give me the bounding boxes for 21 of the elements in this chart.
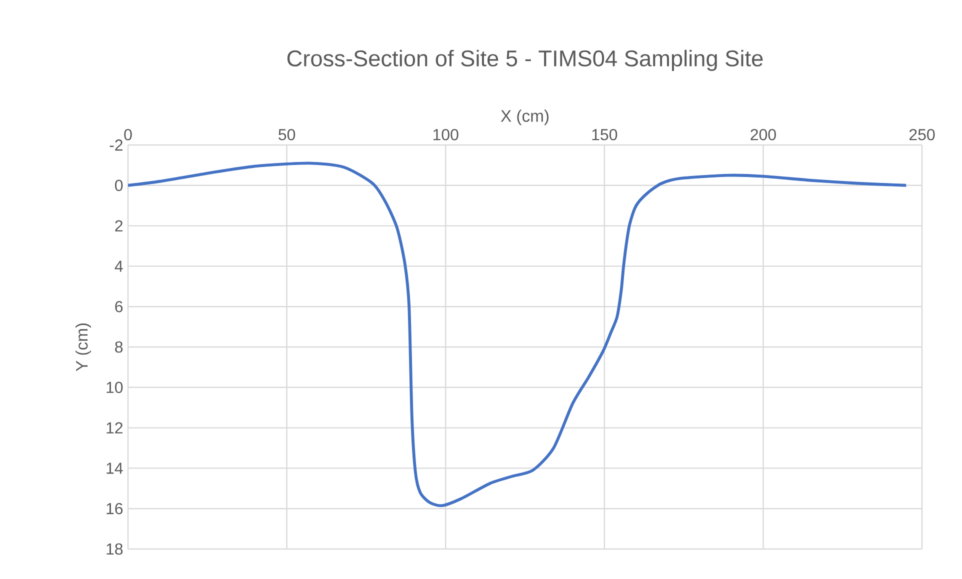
x-axis-title: X (cm) bbox=[500, 110, 548, 126]
y-tick-label: 0 bbox=[115, 180, 123, 192]
y-tick-label: 18 bbox=[106, 543, 123, 555]
y-tick-label: 6 bbox=[115, 300, 123, 312]
y-tick-label: 8 bbox=[115, 341, 123, 353]
line-series bbox=[128, 162, 908, 508]
y-axis-title: Y (cm) bbox=[75, 324, 92, 372]
y-tick-label: 4 bbox=[114, 260, 123, 272]
y-tick-label: 16 bbox=[106, 502, 123, 514]
y-tick-label: -2 bbox=[110, 139, 122, 151]
y-tick-label: 2 bbox=[115, 220, 122, 232]
x-tick-label: 150 bbox=[592, 128, 618, 140]
x-tick-label: 200 bbox=[750, 128, 776, 140]
x-tick-label: 0 bbox=[124, 128, 132, 140]
y-tick-label: 10 bbox=[106, 382, 123, 394]
x-tick-label: 100 bbox=[433, 128, 458, 140]
y-tick-label: 14 bbox=[106, 462, 123, 474]
y-tick-label: 12 bbox=[106, 422, 122, 434]
x-tick-label: 250 bbox=[909, 128, 935, 140]
chart-title: Cross-Section of Site 5 - TIMS04 Sampling Site bbox=[287, 50, 763, 71]
x-tick-label: 50 bbox=[278, 128, 296, 140]
